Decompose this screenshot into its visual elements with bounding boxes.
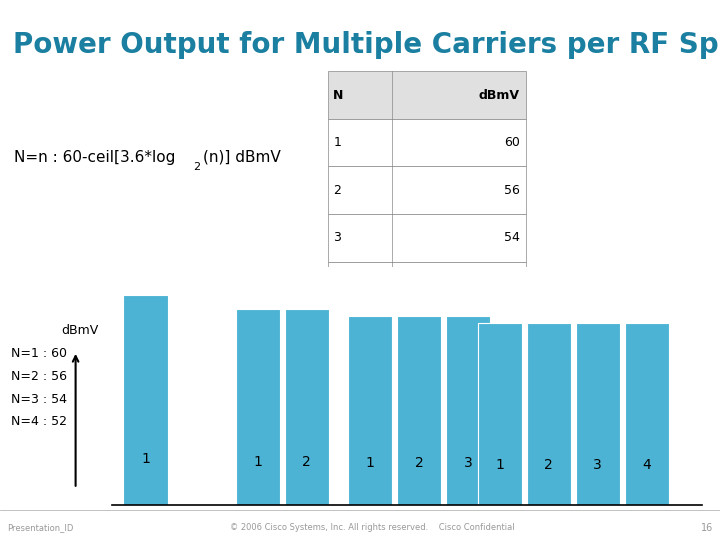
Text: dBmV: dBmV xyxy=(61,325,99,338)
Text: N=1 : 60: N=1 : 60 xyxy=(11,347,67,360)
Bar xyxy=(576,323,620,505)
Bar xyxy=(284,309,329,505)
Text: N=3 : 54: N=3 : 54 xyxy=(11,393,67,406)
Bar xyxy=(526,323,571,505)
Bar xyxy=(477,323,522,505)
Text: N=4 : 52: N=4 : 52 xyxy=(11,415,67,428)
Text: 56: 56 xyxy=(504,184,520,197)
Text: N=n : 60-ceil[3.6*log: N=n : 60-ceil[3.6*log xyxy=(14,150,176,165)
Text: (n)] dBmV: (n)] dBmV xyxy=(203,150,281,165)
Text: 1: 1 xyxy=(333,136,341,149)
Bar xyxy=(397,316,441,505)
Text: 52: 52 xyxy=(504,279,520,292)
Text: 45: 45 xyxy=(504,374,520,387)
Bar xyxy=(446,316,490,505)
Text: 2: 2 xyxy=(193,161,200,172)
Bar xyxy=(328,404,526,451)
Text: 2: 2 xyxy=(544,458,553,472)
Text: 2: 2 xyxy=(415,456,423,470)
Text: 2: 2 xyxy=(302,455,311,469)
Text: 16: 16 xyxy=(333,374,349,387)
Text: 4: 4 xyxy=(333,279,341,292)
Text: 60: 60 xyxy=(504,136,520,149)
Text: dBmV: dBmV xyxy=(479,89,520,102)
Bar xyxy=(235,309,280,505)
Text: 16: 16 xyxy=(701,523,713,533)
Bar xyxy=(328,309,526,356)
Text: 3: 3 xyxy=(593,458,602,472)
Bar xyxy=(328,356,526,404)
Bar xyxy=(123,295,168,505)
Bar xyxy=(328,261,526,309)
Text: 4: 4 xyxy=(642,458,651,472)
Text: 8: 8 xyxy=(333,326,341,339)
Text: 42: 42 xyxy=(504,421,520,434)
Text: 3: 3 xyxy=(333,231,341,244)
Text: N: N xyxy=(333,89,343,102)
Text: 1: 1 xyxy=(366,456,374,470)
Bar xyxy=(328,71,526,119)
Text: 3: 3 xyxy=(464,456,472,470)
Text: 2: 2 xyxy=(333,184,341,197)
Bar xyxy=(328,119,526,166)
Bar xyxy=(625,323,669,505)
Text: Presentation_ID: Presentation_ID xyxy=(7,523,73,532)
Text: 54: 54 xyxy=(504,231,520,244)
Bar xyxy=(328,214,526,261)
Text: 49: 49 xyxy=(504,326,520,339)
Text: 1: 1 xyxy=(141,452,150,466)
Text: 1: 1 xyxy=(495,458,504,472)
Bar xyxy=(348,316,392,505)
Text: © 2006 Cisco Systems, Inc. All rights reserved.    Cisco Confidential: © 2006 Cisco Systems, Inc. All rights re… xyxy=(230,523,515,532)
Text: 1: 1 xyxy=(253,455,262,469)
Text: Power Output for Multiple Carriers per RF Spigot: Power Output for Multiple Carriers per R… xyxy=(13,31,720,59)
Text: 32: 32 xyxy=(333,421,349,434)
Text: N=2 : 56: N=2 : 56 xyxy=(11,370,67,383)
Bar xyxy=(328,166,526,214)
